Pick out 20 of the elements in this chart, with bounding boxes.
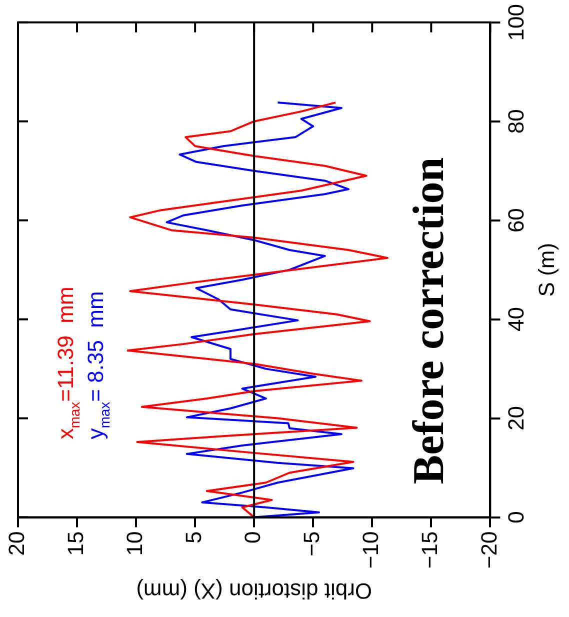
- x-axis-title: Orbit distortion (X) (mm): [136, 578, 372, 604]
- y-tick-label: 60: [503, 208, 528, 233]
- y-tick-label: 40: [503, 307, 528, 332]
- y-tick-label: 0: [503, 511, 528, 524]
- y-tick-label: 100: [503, 4, 528, 41]
- x-tick-label: 20: [4, 531, 30, 556]
- x-tick-label: −5: [299, 531, 324, 556]
- x-tick-label: 5: [181, 531, 206, 544]
- annotation: ymax= 8.35 mm: [83, 291, 113, 440]
- x-tick-label: 10: [122, 531, 148, 556]
- x-tick-label: 15: [63, 531, 88, 556]
- y-tick-label: 20: [503, 406, 528, 431]
- y-tick-label: 80: [503, 109, 528, 134]
- x-tick-label: −20: [476, 531, 502, 569]
- x-tick-label: −15: [417, 531, 442, 569]
- y-axis-title: S (m): [534, 242, 559, 297]
- x-tick-label: 0: [240, 531, 266, 544]
- x-tick-label: −10: [358, 531, 384, 569]
- annotation: xmax=11.39 mm: [53, 286, 83, 440]
- annotation: Before correction: [404, 157, 453, 484]
